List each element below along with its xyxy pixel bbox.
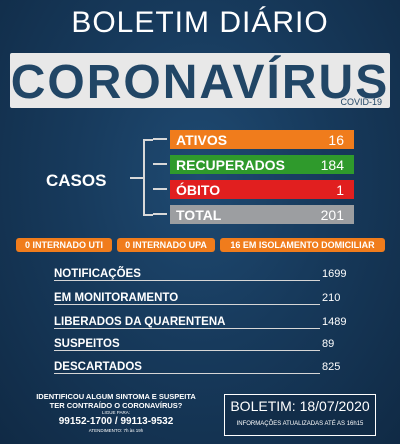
boletim-update-info: INFORMAÇÕES ATUALIZADAS ATÉ AS 16h15 bbox=[236, 421, 364, 427]
pill-internado-upa: 0 INTERNADO UPA bbox=[117, 238, 215, 252]
casos-bracket bbox=[143, 139, 153, 216]
case-bar-total: TOTAL 201 bbox=[170, 205, 354, 224]
header-title: BOLETIM DIÁRIO bbox=[71, 6, 329, 39]
stat-label: EM MONITORAMENTO bbox=[54, 292, 179, 304]
case-value: 184 bbox=[320, 156, 344, 173]
case-label: ATIVOS bbox=[176, 131, 228, 148]
footer-ligue: LIGUE PARA: bbox=[102, 410, 130, 415]
bracket-tick bbox=[153, 188, 167, 190]
casos-bracket-connector bbox=[130, 177, 144, 179]
stat-row-monitoramento: EM MONITORAMENTO 210 bbox=[54, 292, 372, 308]
boletim-date-box: BOLETIM: 18/07/2020 INFORMAÇÕES ATUALIZA… bbox=[224, 394, 376, 436]
casos-label: CASOS bbox=[46, 171, 107, 190]
case-bar-obito: ÓBITO 1 bbox=[170, 180, 354, 199]
case-value: 16 bbox=[328, 131, 344, 148]
stat-row-descartados: DESCARTADOS 825 bbox=[54, 361, 372, 377]
stat-value: 210 bbox=[322, 292, 341, 304]
case-label: ÓBITO bbox=[176, 181, 221, 198]
stat-label: NOTIFICAÇÕES bbox=[54, 268, 141, 280]
case-bar-ativos: ATIVOS 16 bbox=[170, 130, 354, 149]
footer-contact: IDENTIFICOU ALGUM SINTOMA E SUSPEITA TER… bbox=[16, 392, 216, 434]
banner-title: CORONAVÍRUS bbox=[10, 56, 390, 109]
stat-divider bbox=[54, 350, 320, 351]
case-value: 201 bbox=[320, 206, 344, 223]
stat-value: 1489 bbox=[322, 316, 347, 328]
stat-value: 1699 bbox=[322, 268, 347, 280]
stat-value: 825 bbox=[322, 361, 341, 373]
stat-row-liberados: LIBERADOS DA QUARENTENA 1489 bbox=[54, 316, 372, 332]
stat-row-notificacoes: NOTIFICAÇÕES 1699 bbox=[54, 268, 372, 284]
stat-divider bbox=[54, 280, 320, 281]
pill-isolamento-domiciliar: 16 EM ISOLAMENTO DOMICILIAR bbox=[220, 238, 385, 252]
boletim-date: BOLETIM: 18/07/2020 bbox=[230, 398, 370, 414]
stat-row-suspeitos: SUSPEITOS 89 bbox=[54, 338, 372, 354]
stat-value: 89 bbox=[322, 338, 335, 350]
case-label: TOTAL bbox=[176, 206, 222, 223]
footer-phones: 99152-1700 / 99113-9532 bbox=[58, 416, 174, 427]
banner-subtitle: COVID-19 bbox=[340, 97, 382, 107]
stat-label: SUSPEITOS bbox=[54, 338, 120, 350]
footer-line: IDENTIFICOU ALGUM SINTOMA E SUSPEITA bbox=[36, 392, 196, 401]
case-value: 1 bbox=[336, 181, 344, 198]
stat-divider bbox=[54, 328, 320, 329]
bracket-tick bbox=[153, 163, 167, 165]
bracket-tick bbox=[153, 138, 167, 140]
pill-internado-uti: 0 INTERNADO UTI bbox=[16, 238, 112, 252]
stat-divider bbox=[54, 373, 320, 374]
bracket-tick bbox=[153, 213, 167, 215]
case-bar-recuperados: RECUPERADOS 184 bbox=[170, 155, 354, 174]
coronavirus-banner: CORONAVÍRUS COVID-19 bbox=[10, 53, 390, 109]
stat-label: LIBERADOS DA QUARENTENA bbox=[54, 316, 226, 328]
case-label: RECUPERADOS bbox=[176, 156, 285, 173]
stat-divider bbox=[54, 304, 320, 305]
stat-label: DESCARTADOS bbox=[54, 361, 142, 373]
footer-line: TER CONTRAÍDO O CORONAVÍRUS? bbox=[49, 401, 183, 410]
footer-hours: ATENDIMENTO: 7h às 19h bbox=[88, 428, 144, 433]
